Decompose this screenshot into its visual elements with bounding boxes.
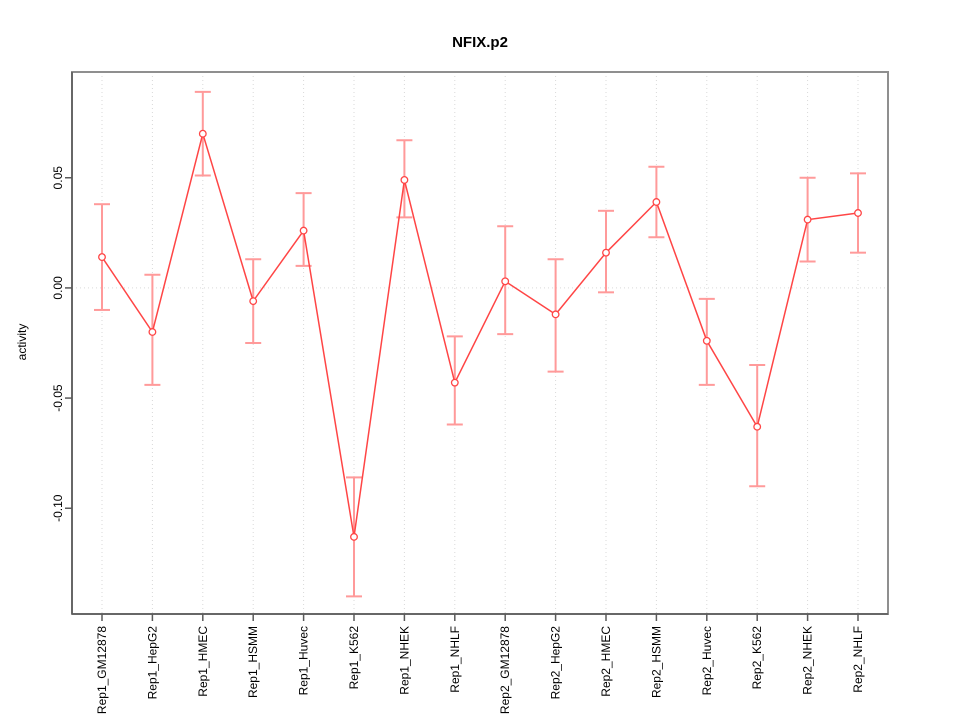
- y-tick-label: -0.05: [51, 384, 65, 412]
- y-tick-label: 0.00: [51, 276, 65, 300]
- x-tick-label: Rep2_HSMM: [649, 626, 663, 698]
- x-tick-label: Rep1_HMEC: [196, 626, 210, 697]
- x-tick-label: Rep1_HepG2: [145, 626, 159, 700]
- x-tick-label: Rep2_HMEC: [599, 626, 613, 697]
- data-point: [753, 422, 762, 431]
- data-point: [652, 198, 661, 206]
- series-line: [101, 130, 859, 538]
- y-tick-label: -0.10: [51, 494, 65, 522]
- data-point: [702, 336, 711, 345]
- chart-title: NFIX.p2: [452, 34, 508, 51]
- x-tick-label: Rep1_Huvec: [297, 626, 311, 695]
- data-point: [148, 328, 157, 336]
- x-tick-label: Rep1_NHLF: [448, 626, 462, 693]
- data-point: [98, 253, 106, 262]
- x-tick-label: Rep1_K562: [347, 626, 361, 690]
- data-point: [854, 209, 862, 217]
- data-point: [602, 248, 610, 257]
- data-point: [198, 129, 207, 138]
- data-point: [450, 378, 459, 387]
- data-point: [299, 226, 308, 235]
- x-tick-label: Rep2_NHEK: [801, 626, 815, 695]
- x-tick-label: Rep2_HepG2: [549, 626, 563, 700]
- y-tick-label: 0.05: [51, 166, 65, 190]
- x-tick-label: Rep1_GM12878: [95, 626, 109, 714]
- x-tick-label: Rep2_Huvec: [700, 626, 714, 695]
- data-point: [350, 532, 358, 541]
- x-tick-label: Rep2_GM12878: [498, 626, 512, 714]
- data-point: [501, 277, 510, 286]
- data-point: [249, 297, 258, 306]
- x-tick-label: Rep2_NHLF: [851, 626, 865, 693]
- plot-border: [71, 71, 889, 615]
- data-point: [400, 176, 409, 184]
- x-tick-label: Rep1_NHEK: [397, 626, 411, 695]
- data-point: [551, 310, 560, 319]
- data-point: [803, 215, 812, 224]
- x-tick-label: Rep1_HSMM: [246, 626, 260, 698]
- x-tick-label: Rep2_K562: [750, 626, 764, 690]
